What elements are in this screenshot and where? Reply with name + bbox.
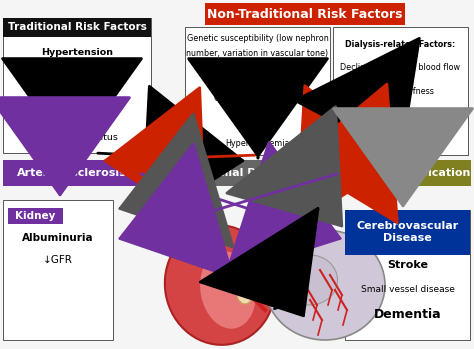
Text: Oxidative stress: Oxidative stress (225, 79, 290, 88)
Text: Hyperuricaemia: Hyperuricaemia (225, 139, 290, 148)
Bar (345, 210, 470, 255)
Text: Chronic inflammation: Chronic inflammation (357, 133, 444, 142)
Text: Decline in cerebral blood flow: Decline in cerebral blood flow (340, 63, 461, 72)
Text: number, variation in vascular tone): number, variation in vascular tone) (186, 49, 328, 58)
Text: Dialysis-related Factors:: Dialysis-related Factors: (346, 40, 456, 49)
Text: Albuminuria: Albuminuria (22, 233, 94, 243)
Text: Diabetes Mellitus: Diabetes Mellitus (36, 133, 118, 142)
Bar (3, 200, 113, 340)
Text: Traditional Risk Factors: Traditional Risk Factors (8, 22, 146, 32)
Text: Arteriolosclerosis: Arteriolosclerosis (17, 168, 127, 178)
Text: Salt intake: Salt intake (52, 69, 102, 79)
Ellipse shape (265, 230, 385, 340)
Text: Kidney: Kidney (15, 211, 55, 221)
Text: ↑Phosphate: ↑Phosphate (233, 109, 282, 118)
Bar (345, 210, 470, 340)
Ellipse shape (165, 225, 275, 345)
Ellipse shape (283, 255, 337, 305)
Text: Non-Traditional Risk Factors: Non-Traditional Risk Factors (207, 7, 403, 21)
Bar (205, 3, 405, 25)
Text: ↑FGF-23: ↑FGF-23 (240, 124, 275, 133)
Text: Genetic susceptibility (low nephron: Genetic susceptibility (low nephron (187, 34, 328, 43)
Text: Small vessel disease: Small vessel disease (361, 285, 455, 295)
Bar (3, 18, 151, 153)
Ellipse shape (200, 251, 256, 329)
Text: LVH: LVH (393, 110, 408, 119)
Bar (3, 160, 141, 186)
Text: Chronic inflammation: Chronic inflammation (214, 94, 301, 103)
Text: Atrial Fibrillation: Atrial Fibrillation (38, 90, 116, 99)
Text: Endothelial Dysfunction: Endothelial Dysfunction (173, 168, 323, 178)
Bar (3, 18, 151, 37)
Ellipse shape (236, 276, 254, 304)
Bar (185, 27, 330, 155)
Bar (168, 160, 328, 186)
Bar (8, 208, 63, 224)
Text: Vascular Calcification: Vascular Calcification (337, 168, 471, 178)
Text: Stroke: Stroke (387, 260, 428, 270)
Text: Dyslipidaemia: Dyslipidaemia (44, 112, 110, 121)
Text: Arterial stiffness: Arterial stiffness (367, 87, 433, 96)
Text: Hypertension: Hypertension (41, 48, 113, 57)
Bar (336, 160, 471, 186)
Text: Cerebrovascular
Disease: Cerebrovascular Disease (356, 221, 459, 243)
Text: Uraemia: Uraemia (240, 64, 275, 73)
Text: Dementia: Dementia (374, 309, 441, 321)
Text: ↓GFR: ↓GFR (43, 255, 73, 265)
Bar (333, 27, 468, 155)
